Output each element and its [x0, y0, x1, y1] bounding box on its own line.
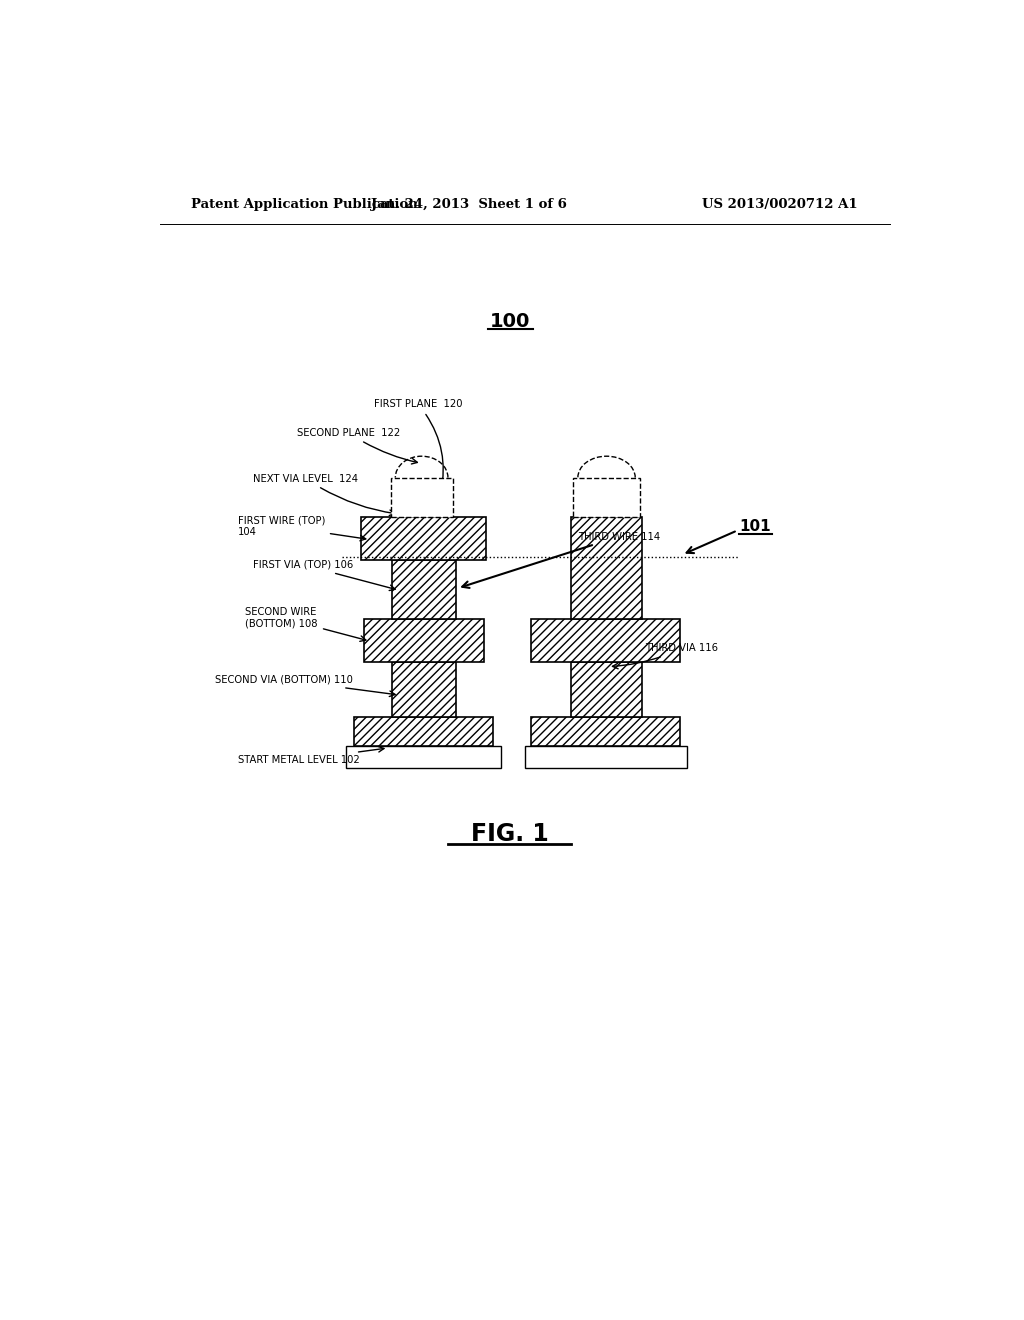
Text: Patent Application Publication: Patent Application Publication	[191, 198, 418, 211]
Text: NEXT VIA LEVEL  124: NEXT VIA LEVEL 124	[253, 474, 395, 516]
Bar	[572, 478, 640, 517]
Text: THIRD WIRE 114: THIRD WIRE 114	[462, 532, 660, 587]
Bar	[391, 478, 453, 517]
Text: Jan. 24, 2013  Sheet 1 of 6: Jan. 24, 2013 Sheet 1 of 6	[372, 198, 567, 211]
Text: SECOND VIA (BOTTOM) 110: SECOND VIA (BOTTOM) 110	[215, 675, 395, 697]
Bar	[364, 619, 484, 661]
Text: SECOND PLANE  122: SECOND PLANE 122	[297, 428, 418, 463]
Bar	[354, 718, 494, 746]
Bar	[570, 517, 642, 619]
Bar	[360, 517, 486, 560]
Text: FIRST PLANE  120: FIRST PLANE 120	[374, 400, 463, 491]
Text: START METAL LEVEL 102: START METAL LEVEL 102	[238, 747, 384, 766]
Text: SECOND WIRE
(BOTTOM) 108: SECOND WIRE (BOTTOM) 108	[246, 607, 366, 642]
Text: 101: 101	[739, 519, 771, 533]
Text: THIRD VIA 116: THIRD VIA 116	[612, 643, 719, 669]
Bar	[531, 718, 680, 746]
Bar	[524, 746, 687, 768]
Text: FIRST VIA (TOP) 106: FIRST VIA (TOP) 106	[253, 560, 395, 590]
Text: 100: 100	[489, 312, 529, 330]
Bar	[570, 661, 642, 718]
Bar	[392, 661, 456, 718]
Bar	[531, 619, 680, 661]
Bar	[346, 746, 501, 768]
Text: FIRST WIRE (TOP)
104: FIRST WIRE (TOP) 104	[238, 516, 366, 541]
Text: FIG. 1: FIG. 1	[471, 822, 549, 846]
Bar	[392, 560, 456, 619]
Text: US 2013/0020712 A1: US 2013/0020712 A1	[702, 198, 858, 211]
